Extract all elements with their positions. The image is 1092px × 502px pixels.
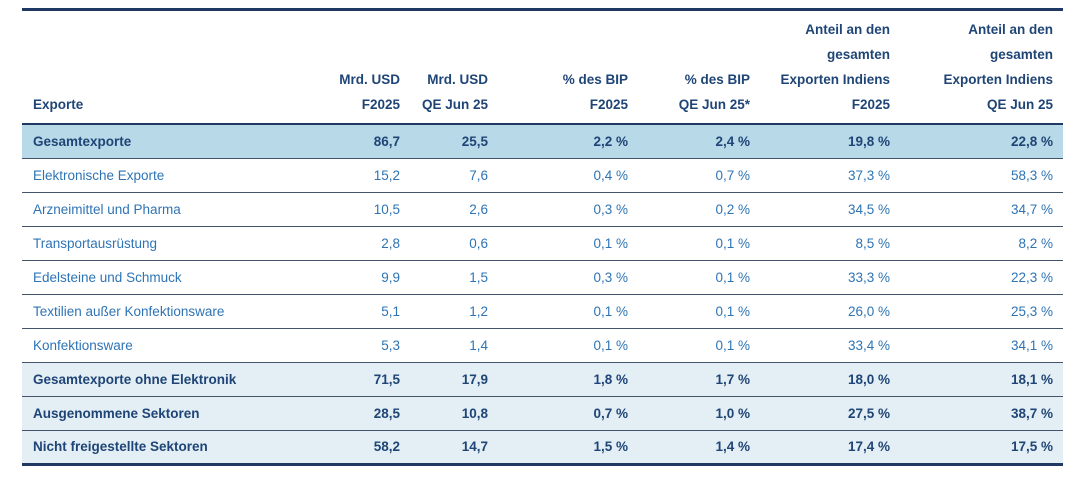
table-cell: 5,1 — [300, 294, 410, 329]
table-cell: 25,5 — [410, 124, 498, 159]
row-label: Gesamtexporte ohne Elektronik — [22, 362, 300, 397]
col-header-pct-bip-f2025: % des BIP F2025 — [498, 9, 638, 125]
header-row: Exporte Mrd. USD F2025 Mrd. USD QE Jun 2… — [22, 9, 1063, 125]
table-cell: 7,6 — [410, 158, 498, 193]
table-cell: 10,5 — [300, 192, 410, 227]
table-cell: 25,3 % — [900, 294, 1063, 329]
table-cell: 38,7 % — [900, 396, 1063, 431]
table-cell: 0,3 % — [498, 260, 638, 295]
table-cell: 2,6 — [410, 192, 498, 227]
table-cell: 33,3 % — [760, 260, 900, 295]
table-cell: 0,1 % — [498, 294, 638, 329]
table-row: Nicht freigestellte Sektoren 58,2 14,7 1… — [22, 430, 1063, 464]
table-cell: 27,5 % — [760, 396, 900, 431]
table-row: Arzneimittel und Pharma 10,5 2,6 0,3 % 0… — [22, 192, 1063, 227]
table-cell: 17,4 % — [760, 430, 900, 464]
table-cell: 22,8 % — [900, 124, 1063, 159]
col-header-anteil-f2025: Anteil an den gesamten Exporten Indiens … — [760, 9, 900, 125]
row-label: Nicht freigestellte Sektoren — [22, 430, 300, 464]
table-cell: 9,9 — [300, 260, 410, 295]
table-cell: 1,5 — [410, 260, 498, 295]
table-cell: 0,1 % — [638, 328, 760, 363]
table-cell: 1,7 % — [638, 362, 760, 397]
table-cell: 10,8 — [410, 396, 498, 431]
table-cell: 0,1 % — [638, 260, 760, 295]
table-cell: 1,4 — [410, 328, 498, 363]
table-cell: 58,3 % — [900, 158, 1063, 193]
table-row: Textilien außer Konfektionsware 5,1 1,2 … — [22, 294, 1063, 329]
table-cell: 0,4 % — [498, 158, 638, 193]
table-cell: 2,4 % — [638, 124, 760, 159]
row-label: Edelsteine und Schmuck — [22, 260, 300, 295]
table-cell: 18,1 % — [900, 362, 1063, 397]
table-cell: 34,5 % — [760, 192, 900, 227]
row-label: Textilien außer Konfektionsware — [22, 294, 300, 329]
col-header-exporte: Exporte — [22, 9, 300, 125]
table-cell: 1,4 % — [638, 430, 760, 464]
exports-table: Exporte Mrd. USD F2025 Mrd. USD QE Jun 2… — [22, 8, 1063, 466]
table-body: Gesamtexporte 86,7 25,5 2,2 % 2,4 % 19,8… — [22, 124, 1063, 464]
table-cell: 17,5 % — [900, 430, 1063, 464]
table-cell: 34,7 % — [900, 192, 1063, 227]
table-cell: 8,5 % — [760, 226, 900, 261]
table-row: Konfektionsware 5,3 1,4 0,1 % 0,1 % 33,4… — [22, 328, 1063, 363]
table-cell: 58,2 — [300, 430, 410, 464]
table-cell: 5,3 — [300, 328, 410, 363]
table-cell: 86,7 — [300, 124, 410, 159]
table-cell: 0,6 — [410, 226, 498, 261]
table-cell: 33,4 % — [760, 328, 900, 363]
table-cell: 0,1 % — [638, 294, 760, 329]
table-cell: 2,8 — [300, 226, 410, 261]
table-cell: 1,2 — [410, 294, 498, 329]
table-header: Exporte Mrd. USD F2025 Mrd. USD QE Jun 2… — [22, 9, 1063, 125]
table-cell: 0,3 % — [498, 192, 638, 227]
table-cell: 1,0 % — [638, 396, 760, 431]
col-header-pct-bip-qe-jun25: % des BIP QE Jun 25* — [638, 9, 760, 125]
table-cell: 0,1 % — [498, 328, 638, 363]
table-cell: 18,0 % — [760, 362, 900, 397]
table-row: Edelsteine und Schmuck 9,9 1,5 0,3 % 0,1… — [22, 260, 1063, 295]
row-label: Ausgenommene Sektoren — [22, 396, 300, 431]
table-cell: 8,2 % — [900, 226, 1063, 261]
table-cell: 0,7 % — [638, 158, 760, 193]
table-cell: 2,2 % — [498, 124, 638, 159]
table-cell: 0,7 % — [498, 396, 638, 431]
table-row: Transportausrüstung 2,8 0,6 0,1 % 0,1 % … — [22, 226, 1063, 261]
table-cell: 28,5 — [300, 396, 410, 431]
row-label: Konfektionsware — [22, 328, 300, 363]
row-label: Gesamtexporte — [22, 124, 300, 159]
table-row: Ausgenommene Sektoren 28,5 10,8 0,7 % 1,… — [22, 396, 1063, 431]
col-header-mrd-usd-qe-jun25: Mrd. USD QE Jun 25 — [410, 9, 498, 125]
table-cell: 71,5 — [300, 362, 410, 397]
table-cell: 1,5 % — [498, 430, 638, 464]
col-header-mrd-usd-f2025: Mrd. USD F2025 — [300, 9, 410, 125]
table-cell: 15,2 — [300, 158, 410, 193]
table-cell: 19,8 % — [760, 124, 900, 159]
table-row: Gesamtexporte ohne Elektronik 71,5 17,9 … — [22, 362, 1063, 397]
table-row: Elektronische Exporte 15,2 7,6 0,4 % 0,7… — [22, 158, 1063, 193]
table-cell: 22,3 % — [900, 260, 1063, 295]
table-cell: 26,0 % — [760, 294, 900, 329]
row-label: Elektronische Exporte — [22, 158, 300, 193]
table-cell: 0,2 % — [638, 192, 760, 227]
table-cell: 37,3 % — [760, 158, 900, 193]
row-label: Transportausrüstung — [22, 226, 300, 261]
table-cell: 0,1 % — [498, 226, 638, 261]
table-cell: 34,1 % — [900, 328, 1063, 363]
row-label: Arzneimittel und Pharma — [22, 192, 300, 227]
col-header-anteil-qe-jun25: Anteil an den gesamten Exporten Indiens … — [900, 9, 1063, 125]
table-cell: 0,1 % — [638, 226, 760, 261]
table-cell: 1,8 % — [498, 362, 638, 397]
table-cell: 17,9 — [410, 362, 498, 397]
table-cell: 14,7 — [410, 430, 498, 464]
table-row: Gesamtexporte 86,7 25,5 2,2 % 2,4 % 19,8… — [22, 124, 1063, 159]
